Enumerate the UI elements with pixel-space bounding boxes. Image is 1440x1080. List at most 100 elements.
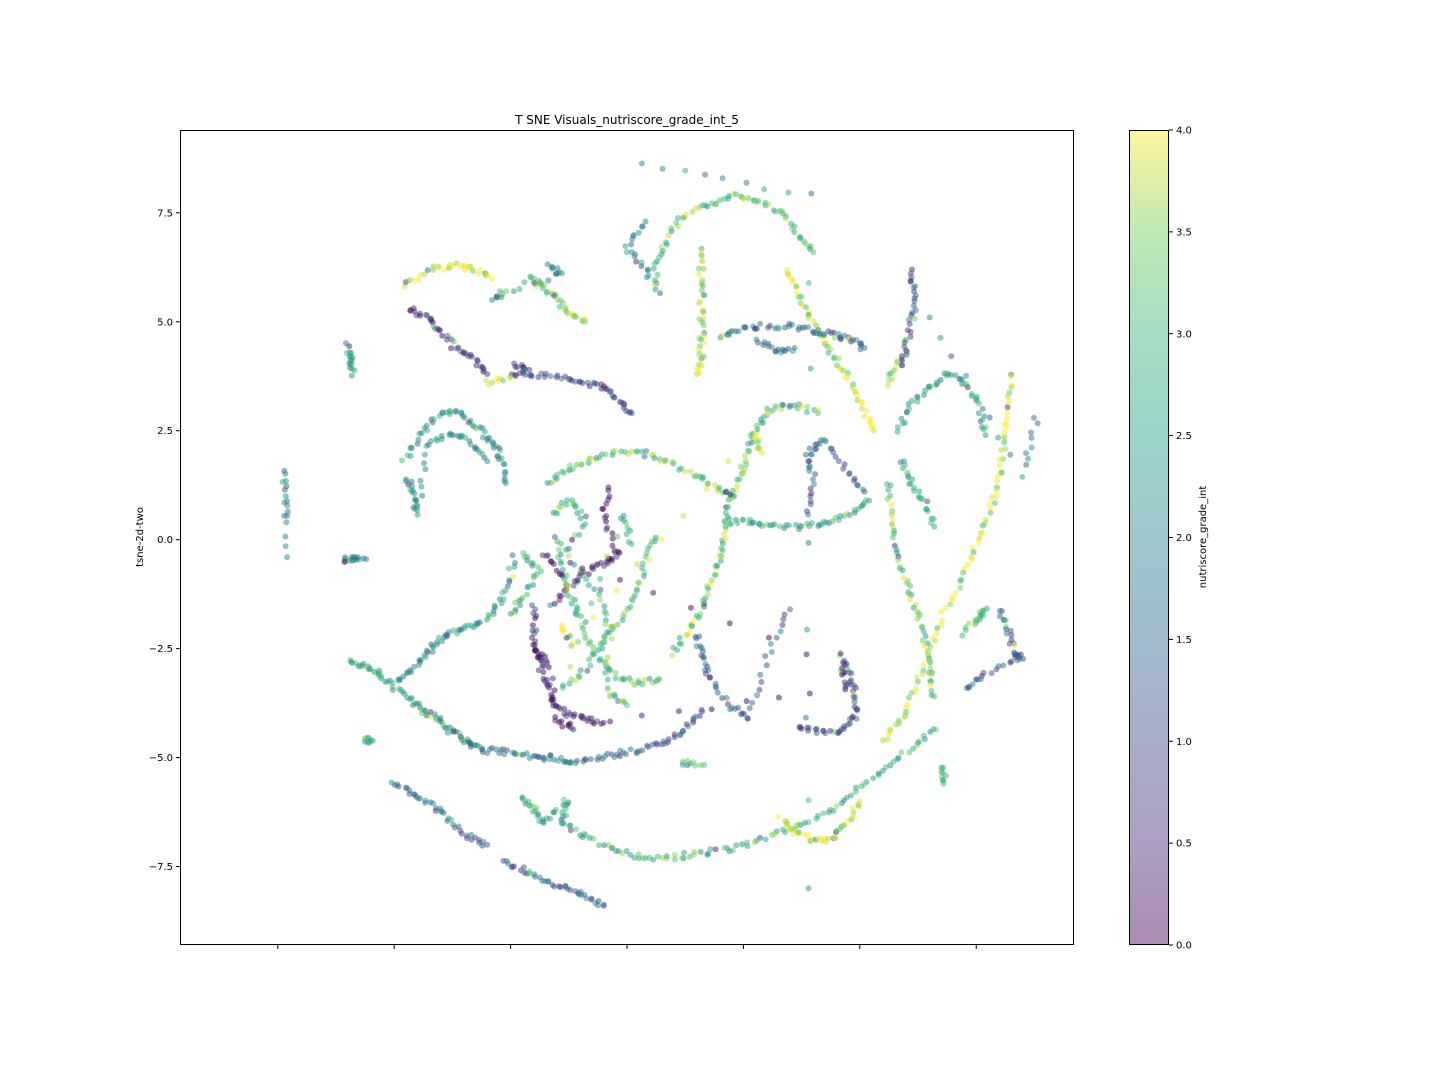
scatter-point: [861, 488, 868, 495]
scatter-point: [934, 625, 941, 632]
scatter-point: [665, 232, 672, 239]
scatter-point: [841, 679, 848, 686]
scatter-point: [605, 842, 612, 848]
scatter-point: [342, 554, 349, 561]
scatter-point: [840, 465, 847, 472]
scatter-point: [907, 480, 914, 487]
colorbar-tick-label: 1.0: [1176, 737, 1192, 748]
scatter-point: [360, 660, 367, 667]
scatter-point: [789, 278, 796, 285]
scatter-point: [567, 760, 574, 766]
scatter-point: [911, 315, 918, 322]
scatter-point: [561, 576, 568, 583]
scatter-point: [699, 476, 706, 482]
scatter-point: [812, 471, 819, 478]
scatter-point: [643, 448, 650, 454]
scatter-point: [529, 562, 536, 569]
scatter-point: [665, 736, 672, 743]
scatter-point: [602, 669, 609, 676]
scatter-point: [746, 448, 753, 455]
scatter-point: [623, 751, 629, 758]
scatter-point: [595, 902, 601, 909]
scatter-point: [898, 362, 905, 369]
scatter-point: [554, 471, 561, 478]
scatter-point: [468, 353, 475, 360]
scatter-point: [450, 627, 457, 634]
scatter-point: [1001, 428, 1008, 435]
scatter-point: [545, 878, 551, 885]
scatter-point: [921, 642, 928, 649]
scatter-point: [849, 384, 856, 391]
scatter-point: [524, 584, 531, 591]
scatter-point: [422, 797, 429, 804]
scatter-point: [512, 599, 519, 606]
scatter-point: [1007, 659, 1014, 666]
scatter-point: [520, 864, 527, 871]
scatter-point: [963, 372, 970, 379]
scatter-point: [651, 277, 658, 284]
colorbar-tick-label: 1.5: [1176, 635, 1192, 646]
scatter-point: [573, 313, 579, 320]
colorbar-ticks: 0.0 0.5 1.0 1.5 2.0 2.5 3.0 3.5 4.0: [1169, 126, 1192, 952]
scatter-point: [853, 337, 860, 343]
scatter-point: [930, 516, 937, 522]
colorbar-tick-label: 3.5: [1176, 227, 1192, 238]
y-tick-label: −5.0: [149, 753, 173, 764]
scatter-point: [484, 750, 491, 757]
scatter-point: [920, 628, 927, 635]
scatter-point: [832, 453, 839, 460]
scatter-point: [1034, 420, 1041, 427]
scatter-point: [735, 704, 742, 711]
scatter-point: [964, 384, 971, 391]
scatter-point: [658, 536, 665, 543]
scatter-point: [600, 719, 607, 726]
scatter-point: [767, 640, 774, 647]
scatter-point: [608, 635, 615, 642]
scatter-point: [484, 458, 491, 465]
scatter-point: [605, 665, 612, 672]
scatter-point: [429, 649, 436, 655]
scatter-point: [924, 649, 931, 656]
scatter-point: [972, 617, 978, 624]
scatter-point: [824, 835, 831, 842]
scatter-point: [943, 772, 949, 779]
scatter-point: [1023, 450, 1029, 457]
scatter-point: [1028, 429, 1034, 436]
scatter-point: [556, 546, 562, 553]
scatter-point: [430, 263, 437, 270]
scatter-point: [751, 839, 758, 846]
scatter-point: [804, 724, 811, 731]
scatter-point: [434, 263, 441, 270]
scatter-point: [679, 855, 686, 861]
scatter-point: [614, 533, 621, 540]
scatter-point: [725, 504, 732, 510]
scatter-point: [802, 714, 809, 721]
scatter-point: [758, 679, 765, 685]
scatter-point: [727, 706, 734, 713]
scatter-point: [497, 447, 504, 453]
scatter-point: [559, 684, 566, 691]
scatter-point: [431, 711, 438, 718]
scatter-point: [622, 519, 629, 526]
scatter-point: [407, 445, 414, 451]
scatter-point: [916, 488, 923, 495]
scatter-point: [804, 508, 810, 515]
scatter-point: [638, 259, 645, 266]
scatter-point: [907, 278, 914, 285]
scatter-point: [566, 822, 573, 829]
scatter-point: [704, 851, 711, 858]
scatter-point: [765, 201, 772, 208]
scatter-point: [363, 556, 370, 563]
scatter-point: [805, 797, 812, 804]
scatter-point: [996, 456, 1003, 463]
scatter-point: [408, 695, 415, 701]
scatter-point: [787, 824, 793, 831]
scatter-point: [574, 757, 580, 764]
scatter-point: [907, 329, 914, 335]
scatter-point: [687, 604, 694, 611]
scatter-point: [771, 521, 778, 528]
scatter-point: [914, 394, 921, 401]
scatter-point: [483, 616, 490, 623]
scatter-point: [382, 678, 389, 685]
scatter-point: [785, 345, 792, 352]
